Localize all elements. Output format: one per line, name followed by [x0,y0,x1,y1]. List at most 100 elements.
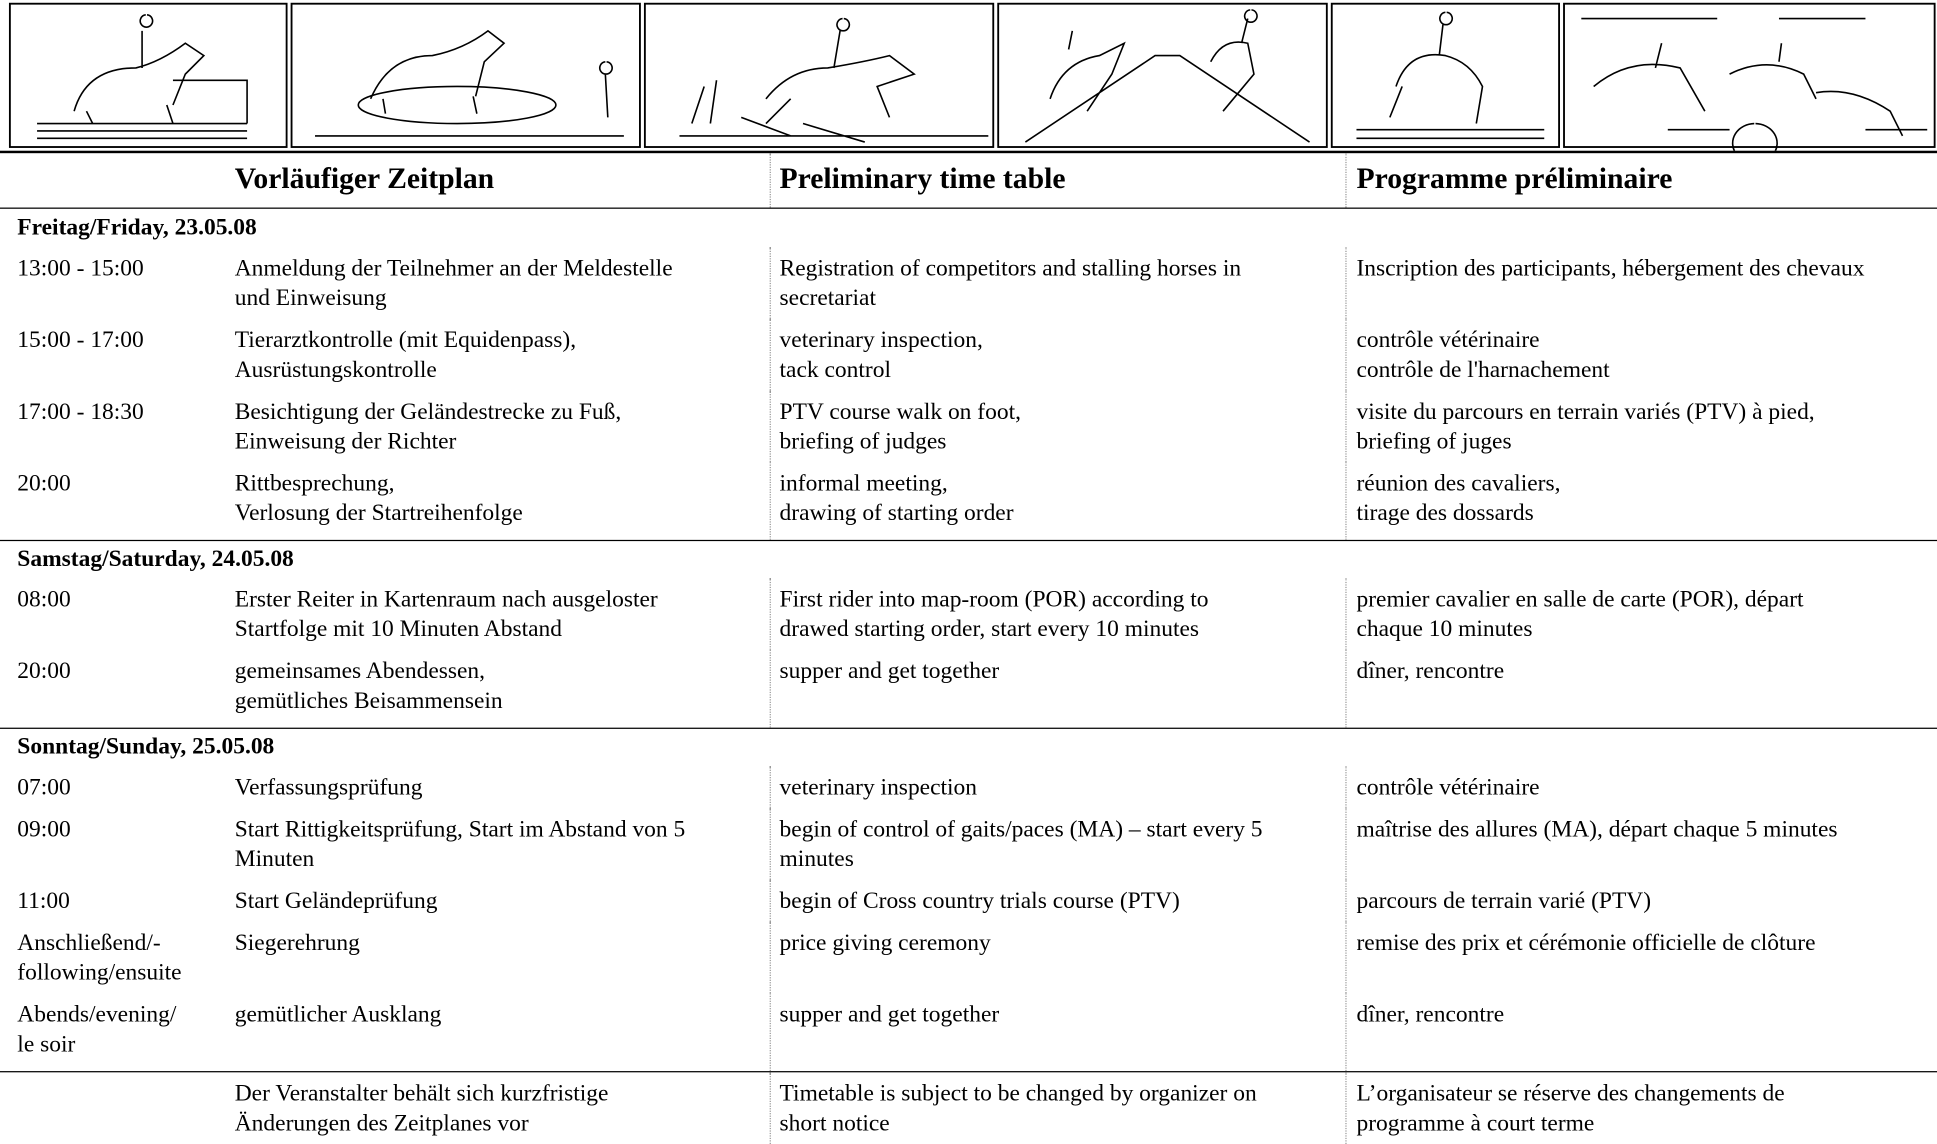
schedule-row: 17:00 - 18:30 Besichtigung der Geländestr… [0,390,1937,463]
cell-fr: Inscription des participants, hébergemen… [1345,247,1937,319]
cell-en: Timetable is subject to be changed by or… [769,1072,1346,1144]
text-line: Der Veranstalter behält sich kurzfristig… [234,1080,609,1107]
text-line: 13:00 - 15:00 [17,255,144,282]
text-line: contrôle vétérinaire [1356,327,1540,354]
schedule-row: 13:00 - 15:00 Anmeldung der Teilnehmer an… [0,247,1937,319]
cell-time: 17:00 - 18:30 [17,390,227,462]
schedule-row: 20:00 Rittbesprechung, Verlosung der Start… [0,462,1937,542]
text-line: tack control [779,357,891,383]
cell-fr: remise des prix et cérémonie officielle … [1345,921,1937,994]
text-line: Inscription des participants, hébergemen… [1356,255,1865,282]
text-line: 20:00 [17,470,71,497]
text-line: Erster Reiter in Kartenraum nach ausgelo… [234,586,658,613]
header-de: Vorläufiger Zeitplan [234,163,495,196]
text-line: réunion des cavaliers, [1356,470,1561,497]
section-title: Freitag/Friday, 23.05.08 [17,214,257,241]
column-header: Preliminary time table [769,153,1346,208]
cell-en: supper and get together [769,649,1346,728]
text-line: following/ensuite [17,959,182,986]
text-line: gemütliches Beisammensein [234,688,503,715]
text-line: Start Rittigkeitsprüfung, Start im Absta… [234,816,686,843]
schedule-row: Abends/evening/le soir gemütlicher Auskla… [0,993,1937,1073]
text-line: price giving ceremony [779,930,991,957]
text-line: begin of control of gaits/paces (MA) – s… [779,816,1263,843]
cell-fr: parcours de terrain varié (PTV) [1345,879,1937,922]
header-en: Preliminary time table [779,163,1066,196]
header-illustrations [0,2,1937,154]
cell-fr: L’organisateur se réserve des changement… [1345,1072,1937,1144]
cell-en: supper and get together [769,993,1346,1072]
cell-fr: dîner, rencontre [1345,649,1937,728]
text-line: veterinary inspection [779,774,978,801]
text-line: veterinary inspection, [779,327,983,354]
text-line: PTV course walk on foot, [779,399,1021,425]
text-line: Registration of competitors and stalling… [779,255,1242,282]
cell-de: gemeinsames Abendessen, gemütliches Beisa… [235,650,766,728]
schedule-row: 08:00 Erster Reiter in Kartenraum nach au… [0,578,1937,650]
text-line: Siegerehrung [234,930,360,957]
cell-fr: contrôle vétérinaire contrôle de l'harnac… [1345,318,1937,391]
text-line: Einweisung der Richter [234,428,457,455]
cell-de: Start Rittigkeitsprüfung, Start im Absta… [235,808,766,880]
cell-time: 15:00 - 17:00 [17,319,227,391]
text-line: contrôle de l'harnachement [1356,357,1610,383]
text-line: Verfassungsprüfung [234,774,423,801]
text-line: 07:00 [17,774,71,801]
text-line: parcours de terrain varié (PTV) [1356,888,1652,915]
text-line: Anmeldung der Teilnehmer an der Meldeste… [234,255,673,282]
text-line: Verlosung der Startreihenfolge [234,500,523,527]
cell-en: veterinary inspection [769,765,1346,808]
cell-fr: maîtrise des allures (MA), départ chaque… [1345,807,1937,880]
cell-time [17,1072,227,1144]
text-line: 17:00 - 18:30 [17,399,144,425]
text-line: Start Geländeprüfung [234,888,438,915]
schedule-row: Der Veranstalter behält sich kurzfristig… [0,1072,1937,1144]
text-line: 15:00 - 17:00 [17,327,144,354]
cell-de: Verfassungsprüfung [235,766,766,808]
text-line: Änderungen des Zeitplanes vor [234,1110,529,1137]
text-line: gemütlicher Ausklang [234,1001,442,1028]
cell-time: 08:00 [17,578,227,650]
schedule-row: 20:00 gemeinsames Abendessen, gemütliches … [0,649,1937,729]
cell-time: 09:00 [17,808,227,880]
schedule-row: 15:00 - 17:00 Tierarztkontrolle (mit Equi… [0,318,1937,391]
cell-en: First rider into map-room (POR) accordin… [769,578,1346,650]
cell-de: Tierarztkontrolle (mit Equidenpass), Ausr… [235,319,766,391]
text-line: drawing of starting order [779,500,1014,527]
text-line: informal meeting, [779,470,948,497]
horse-sketches [37,9,1928,151]
schedule-row: 09:00 Start Rittigkeitsprüfung, Start im … [0,807,1937,880]
text-line: und Einweisung [234,285,387,312]
text-line: Rittbesprechung, [234,470,395,497]
column-header: Programme préliminaire [1345,153,1937,208]
text-line: gemeinsames Abendessen, [234,658,486,685]
text-line: premier cavalier en salle de carte (POR)… [1356,586,1804,613]
cell-de: Erster Reiter in Kartenraum nach ausgelo… [235,578,766,650]
cell-fr: réunion des cavaliers, tirage des dossard… [1345,462,1937,540]
text-line: visite du parcours en terrain variés (PT… [1356,399,1815,425]
text-line: 20:00 [17,658,71,685]
cell-en: begin of control of gaits/paces (MA) – s… [769,807,1346,880]
text-line: supper and get together [779,1001,1000,1028]
text-line: 08:00 [17,586,71,613]
cell-fr: premier cavalier en salle de carte (POR)… [1345,578,1937,650]
text-line: Ausrüstungskontrolle [234,357,437,383]
text-line: Tierarztkontrolle (mit Equidenpass), [234,327,577,354]
text-line: chaque 10 minutes [1356,616,1533,643]
header-fr: Programme préliminaire [1356,163,1673,196]
cell-de: Anmeldung der Teilnehmer an der Meldeste… [235,247,766,319]
cell-en: informal meeting, drawing of starting ord… [769,462,1346,540]
text-line: contrôle vétérinaire [1356,774,1540,801]
cell-en: Registration of competitors and stalling… [769,247,1346,319]
cell-fr: dîner, rencontre [1345,993,1937,1072]
text-line: Startfolge mit 10 Minuten Abstand [234,616,563,643]
cell-en: veterinary inspection, tack control [769,318,1346,391]
cell-time: 20:00 [17,650,227,728]
cell-time: 20:00 [17,462,227,540]
text-line: short notice [779,1110,890,1137]
schedule-row: 11:00 Start Geländeprüfung begin of Cross … [0,879,1937,922]
column-header: Vorläufiger Zeitplan [235,153,766,207]
schedule-row: 07:00 Verfassungsprüfung veterinary inspec… [0,765,1937,808]
